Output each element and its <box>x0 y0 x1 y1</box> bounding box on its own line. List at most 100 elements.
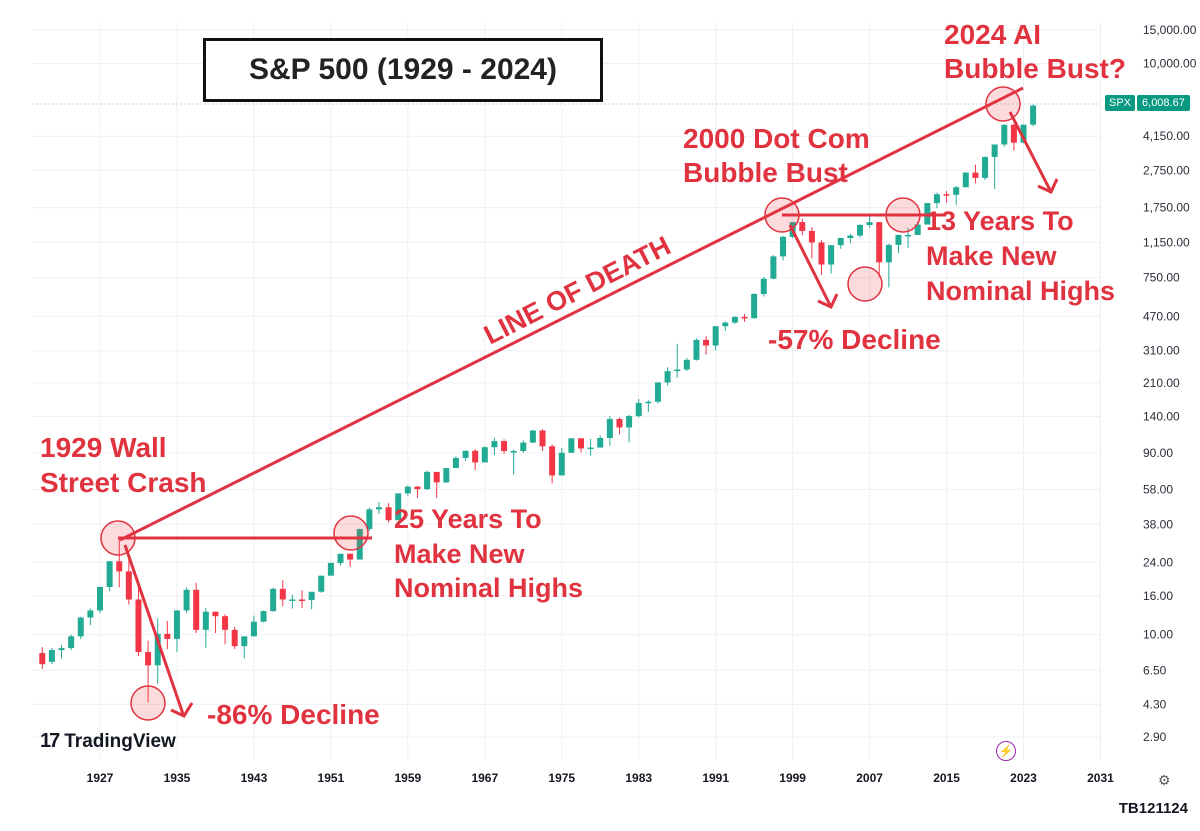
candle-1994 <box>741 314 748 322</box>
circle-1954-recovery <box>333 515 369 551</box>
candle-1930 <box>125 555 132 605</box>
candle-1968 <box>491 437 498 456</box>
candle-1965 <box>462 450 469 462</box>
candle-1992 <box>722 321 729 331</box>
x-tick-label: 1943 <box>241 771 268 785</box>
candle-1997 <box>770 255 777 280</box>
candle-1945 <box>270 587 277 612</box>
candle-1979 <box>597 435 604 448</box>
candle-2019 <box>982 156 989 181</box>
candle-2021 <box>1001 124 1008 147</box>
candle-1993 <box>731 316 738 324</box>
candle-2014 <box>933 192 940 209</box>
annotation-25years-line1: 25 Years To <box>394 504 542 534</box>
candle-1961 <box>424 470 431 490</box>
arrow-1929-decline <box>123 544 194 718</box>
price-axis[interactable]: 15,000.00 10,000.00 4,150.00 2,750.00 1,750.… <box>1143 23 1197 744</box>
candle-1955 <box>366 507 373 532</box>
y-tick-label: 750.00 <box>1143 271 1180 285</box>
candle-1990 <box>703 336 710 355</box>
y-tick-label: 6.50 <box>1143 663 1167 677</box>
candle-1977 <box>578 438 584 453</box>
annotation-57-decline: -57% Decline <box>768 324 941 355</box>
candle-1969 <box>501 439 508 454</box>
circle-2009-low <box>847 266 883 302</box>
x-tick-label: 2031 <box>1087 771 1114 785</box>
candle-1960 <box>414 485 421 499</box>
candle-1921 <box>39 647 46 670</box>
candle-2001 <box>808 227 815 259</box>
tradingview-logo[interactable]: 17 TradingView <box>40 730 176 753</box>
candle-1942 <box>241 636 248 659</box>
candle-2000 <box>799 218 806 236</box>
candle-1983 <box>635 399 642 418</box>
candle-1980 <box>606 416 613 446</box>
y-tick-label: 10,000.00 <box>1143 57 1197 71</box>
candle-1923 <box>58 645 65 659</box>
y-tick-label: 470.00 <box>1143 309 1180 323</box>
candle-1950 <box>318 575 325 593</box>
candle-1951 <box>327 562 334 576</box>
time-axis[interactable]: 1927 1935 1943 1951 1959 1967 1975 1983 1991 1999… <box>87 771 1115 785</box>
candle-1936 <box>183 587 190 613</box>
candle-2015 <box>943 191 950 203</box>
candle-1935 <box>173 609 180 653</box>
y-tick-label: 4,150.00 <box>1143 129 1190 143</box>
annotation-dotcom-line1: 2000 Dot Com <box>683 123 870 154</box>
y-tick-label: 1,150.00 <box>1143 235 1190 249</box>
annotation-25years-line2: Make New <box>394 539 526 569</box>
lightning-icon[interactable]: ⚡ <box>996 741 1016 761</box>
arrow-2024-decline <box>1008 111 1059 194</box>
candle-1939 <box>212 611 219 634</box>
x-tick-label: 1983 <box>625 771 652 785</box>
x-tick-label: 1959 <box>394 771 421 785</box>
candle-1995 <box>751 293 758 319</box>
annotation-dotcom-line2: Bubble Bust <box>683 157 848 188</box>
candle-1957 <box>385 503 392 523</box>
candle-1924 <box>68 634 75 651</box>
candle-2007 <box>866 216 873 228</box>
arrow-2000-decline <box>788 224 839 309</box>
annotation-ai-bubble-line2: Bubble Bust? <box>944 53 1126 84</box>
candle-2024 <box>1030 104 1037 127</box>
candle-1973 <box>539 429 546 451</box>
y-tick-label: 310.00 <box>1143 344 1180 358</box>
candle-1981 <box>616 417 623 435</box>
candle-1987 <box>674 343 681 378</box>
candle-1941 <box>231 626 238 650</box>
candle-2016 <box>953 185 960 205</box>
candle-1940 <box>222 614 229 645</box>
candle-1972 <box>529 429 536 443</box>
y-tick-label: 2,750.00 <box>1143 163 1190 177</box>
candle-1956 <box>375 502 382 514</box>
candle-2008 <box>876 221 883 278</box>
candle-1975 <box>558 447 565 476</box>
price-tag-symbol: SPX <box>1105 95 1136 111</box>
candle-1953 <box>347 553 354 567</box>
annotation-1929-crash-line1: 1929 Wall <box>40 432 167 463</box>
x-tick-label: 2023 <box>1010 771 1037 785</box>
candle-1952 <box>337 553 344 566</box>
grid <box>32 22 1101 760</box>
candle-1984 <box>645 400 652 412</box>
candle-2022 <box>1010 123 1017 151</box>
candle-2006 <box>856 224 863 238</box>
candle-2020 <box>991 144 998 190</box>
settings-gear-icon[interactable]: ⚙ <box>1158 772 1171 788</box>
candle-1998 <box>780 235 787 261</box>
circle-2024-peak <box>985 86 1021 122</box>
footer-id: TB121124 <box>1118 800 1188 817</box>
candle-2003 <box>828 245 835 274</box>
candle-1944 <box>260 610 267 623</box>
price-tag-value: 6,008.67 <box>1137 95 1190 111</box>
circle-2000-peak <box>764 197 800 233</box>
candle-1976 <box>568 438 575 453</box>
annotation-13years-line2: Make New <box>926 241 1058 271</box>
candle-1985 <box>654 382 661 404</box>
annotation-25years-line3: Nominal Highs <box>394 573 583 603</box>
candle-2017 <box>962 171 969 188</box>
candle-2009 <box>885 243 892 288</box>
candle-1959 <box>404 485 411 496</box>
y-tick-label: 24.00 <box>1143 555 1173 569</box>
